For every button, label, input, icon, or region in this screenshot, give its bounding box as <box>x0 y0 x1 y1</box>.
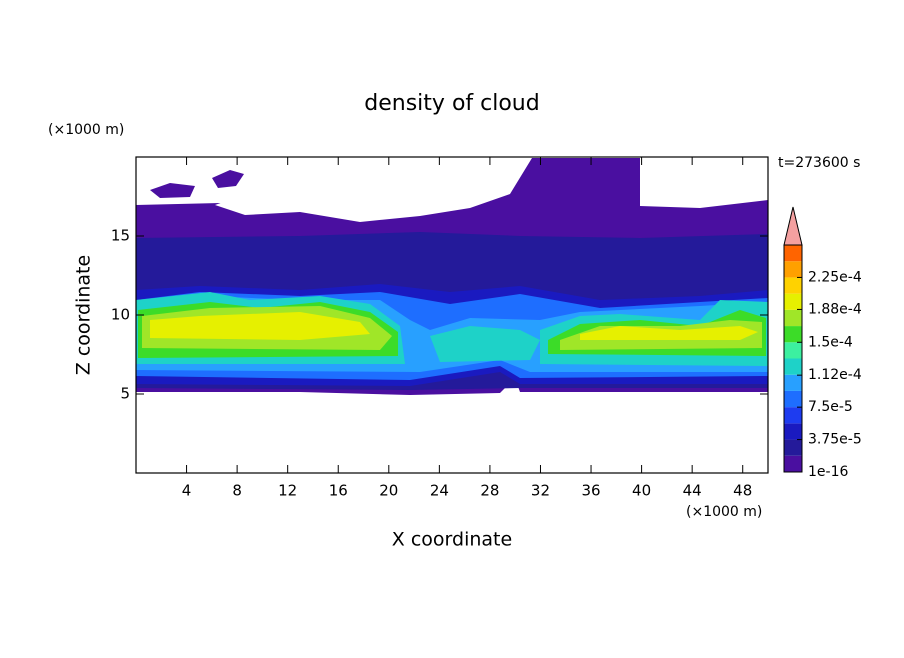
chart-title: density of cloud <box>364 91 539 116</box>
colorbar-band <box>784 390 802 408</box>
colorbar-tick-label: 3.75e-5 <box>808 432 862 448</box>
x-tick-label: 16 <box>329 482 348 500</box>
colorbar-band <box>784 293 802 310</box>
colorbar-band <box>784 423 802 440</box>
colorbar-band <box>784 245 802 262</box>
x-tick-label: 36 <box>581 482 600 500</box>
colorbar-band <box>784 407 802 424</box>
x-tick-label: 8 <box>232 482 242 500</box>
y-tick-label: 15 <box>111 227 130 245</box>
colorbar-tick-label: 1.12e-4 <box>808 367 862 383</box>
colorbar-tick-label: 1e-16 <box>808 464 848 480</box>
colorbar-band <box>784 261 802 278</box>
x-tick-label: 24 <box>430 482 449 500</box>
x-tick-label: 48 <box>733 482 752 500</box>
colorbar-tick-label: 1.5e-4 <box>808 334 853 350</box>
colorbar-tick-label: 1.88e-4 <box>808 301 862 317</box>
contour-fill <box>580 326 758 340</box>
time-label: t=273600 s <box>778 155 860 171</box>
colorbar-band <box>784 326 802 343</box>
x-tick-label: 44 <box>683 482 702 500</box>
contour-fill <box>430 326 540 362</box>
colorbar-tick-label: 7.5e-5 <box>808 399 853 415</box>
colorbar-band <box>784 309 802 327</box>
colorbar-over <box>783 206 803 246</box>
colorbar-band <box>784 439 802 456</box>
x-axis-label: X coordinate <box>392 529 512 551</box>
x-tick-label: 20 <box>379 482 398 500</box>
colorbar-tick-label: 2.25e-4 <box>808 269 862 285</box>
y-tick-label: 10 <box>111 306 130 324</box>
y-tick-label: 5 <box>120 385 130 403</box>
x-unit-label: (×1000 m) <box>686 504 762 520</box>
colorbar-band <box>784 455 802 472</box>
x-tick-label: 32 <box>531 482 550 500</box>
x-tick-label: 40 <box>632 482 651 500</box>
colorbar-band <box>784 277 802 294</box>
contour-fill <box>212 170 244 188</box>
colorbar-frame <box>783 244 803 473</box>
colorbar-band <box>784 342 802 359</box>
y-unit-label: (×1000 m) <box>48 122 124 138</box>
colorbar-band <box>784 358 802 375</box>
x-tick-label: 12 <box>278 482 297 500</box>
colorbar-band <box>784 374 802 391</box>
y-axis-label: Z coordinate <box>73 255 95 375</box>
x-tick-label: 4 <box>182 482 192 500</box>
contour-fill <box>150 312 370 340</box>
contour-hole <box>215 196 300 215</box>
x-tick-label: 28 <box>480 482 499 500</box>
contour-fill <box>150 183 195 198</box>
contour-field <box>136 158 768 395</box>
